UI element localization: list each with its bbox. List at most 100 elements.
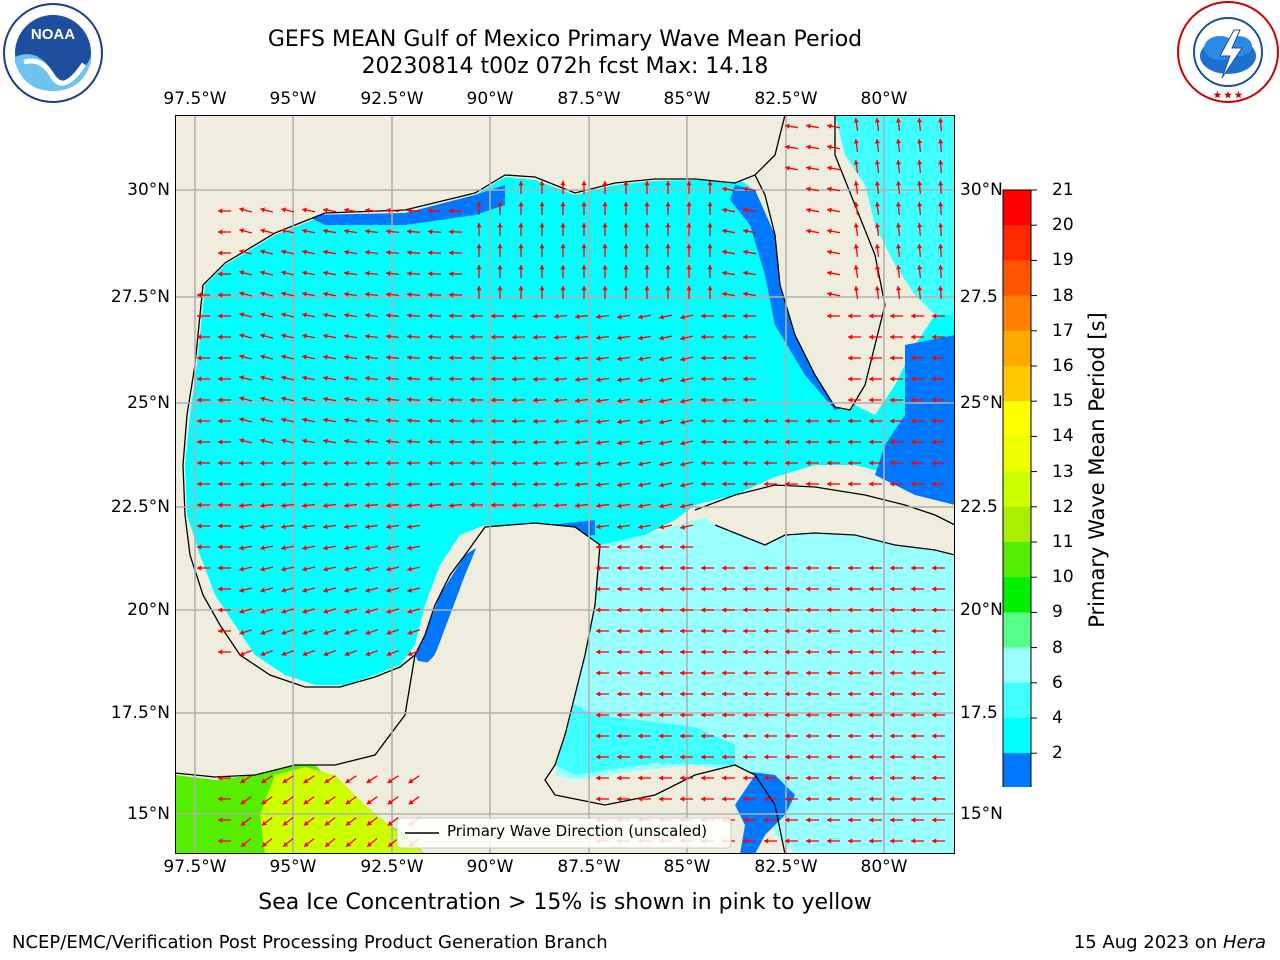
wave-direction-arrow: [259, 524, 274, 530]
wave-direction-arrow: [406, 460, 421, 466]
wave-direction-arrow: [260, 566, 274, 572]
wave-direction-arrow: [916, 264, 923, 279]
wave-direction-arrow: [785, 733, 798, 739]
wave-direction-arrow: [638, 544, 651, 550]
wave-direction-arrow: [218, 250, 231, 256]
wave-direction-arrow: [806, 207, 820, 213]
wave-direction-arrow: [707, 223, 713, 236]
wave-direction-arrow: [427, 313, 442, 319]
wave-direction-arrow: [344, 249, 358, 255]
wave-direction-arrow: [659, 356, 673, 362]
wave-direction-arrow: [617, 586, 630, 592]
wave-direction-arrow: [302, 333, 316, 339]
wave-direction-arrow: [581, 265, 587, 278]
wave-direction-arrow: [874, 159, 881, 174]
wave-direction-arrow: [345, 817, 357, 826]
wave-direction-arrow: [553, 355, 568, 362]
wave-direction-arrow: [280, 481, 295, 487]
wave-direction-arrow: [659, 398, 673, 404]
wave-direction-arrow: [385, 502, 400, 509]
wave-direction-arrow: [869, 565, 882, 571]
colorbar-segment: [1003, 190, 1031, 226]
wave-direction-arrow: [364, 291, 379, 297]
wave-direction-arrow: [785, 712, 798, 718]
wave-direction-arrow: [595, 335, 610, 341]
wave-direction-arrow: [890, 313, 903, 319]
wave-direction-arrow: [722, 291, 736, 297]
wave-direction-arrow: [848, 817, 861, 823]
wave-direction-arrow: [344, 270, 358, 276]
colorbar-segment: [1003, 260, 1031, 297]
wave-direction-arrow: [617, 544, 630, 550]
wave-direction-arrow: [932, 628, 945, 634]
lon-label-bottom: 82.5°W: [754, 857, 818, 877]
wave-direction-arrow: [282, 837, 294, 848]
wave-direction-arrow: [701, 397, 714, 403]
wave-direction-arrow: [895, 285, 902, 300]
lon-label-top: 80°W: [860, 89, 908, 109]
wave-direction-arrow: [469, 313, 484, 319]
colorbar-segment: [1003, 506, 1031, 543]
wave-direction-arrow: [617, 733, 630, 739]
wave-direction-arrow: [722, 586, 735, 592]
wave-direction-arrow: [448, 271, 463, 277]
wave-direction-arrow: [932, 565, 945, 571]
wave-direction-arrow: [574, 481, 589, 488]
wave-direction-arrow: [911, 796, 924, 802]
wave-direction-arrow: [448, 355, 463, 361]
wave-direction-arrow: [617, 649, 630, 655]
pacific-yellow: [260, 767, 425, 854]
wave-direction-arrow: [406, 208, 421, 214]
wave-direction-arrow: [869, 838, 882, 844]
wave-direction-arrow: [602, 202, 608, 215]
wave-direction-arrow: [323, 649, 336, 657]
footer-date: 15 Aug 2023 on Hera: [1074, 932, 1266, 953]
wave-direction-arrow: [218, 397, 231, 403]
wave-direction-arrow: [623, 202, 629, 215]
wave-direction-arrow: [448, 418, 463, 424]
wave-direction-arrow: [806, 670, 819, 676]
wave-direction-arrow: [281, 270, 295, 276]
colorbar-segment: [1003, 366, 1031, 402]
wave-direction-arrow: [932, 418, 945, 424]
wave-direction-arrow: [532, 439, 547, 445]
wave-direction-arrow: [617, 796, 630, 802]
wave-direction-arrow: [365, 545, 379, 551]
wave-direction-arrow: [911, 586, 924, 592]
wave-direction-arrow: [743, 418, 756, 424]
wave-direction-arrow: [518, 181, 524, 194]
wave-direction-arrow: [686, 244, 692, 257]
wave-direction-arrow: [218, 229, 231, 235]
wave-direction-arrow: [932, 754, 945, 760]
wave-direction-arrow: [827, 838, 840, 844]
wave-direction-arrow: [553, 481, 568, 488]
wave-direction-arrow: [701, 334, 714, 340]
wave-direction-arrow: [806, 628, 819, 634]
wave-direction-arrow: [364, 207, 379, 213]
wave-direction-arrow: [281, 417, 295, 423]
wave-direction-arrow: [938, 285, 944, 300]
wave-direction-arrow: [890, 649, 903, 655]
lat-label-right: 22.5: [960, 497, 998, 517]
wave-direction-arrow: [932, 376, 945, 382]
wave-direction-arrow: [239, 438, 253, 444]
wave-direction-arrow: [596, 544, 609, 550]
wave-direction-arrow: [764, 418, 777, 424]
wave-direction-arrow: [344, 354, 358, 360]
wave-direction-arrow: [638, 733, 651, 739]
wave-direction-arrow: [302, 249, 316, 255]
wave-direction-arrow: [848, 586, 861, 592]
wave-direction-arrow: [240, 775, 252, 784]
wave-direction-arrow: [916, 138, 923, 153]
wave-direction-arrow: [602, 223, 608, 236]
wave-direction-arrow: [385, 333, 400, 340]
wave-direction-arrow: [743, 733, 756, 739]
wave-direction-arrow: [407, 608, 421, 614]
wave-direction-arrow: [911, 460, 924, 466]
wave-direction-arrow: [511, 355, 526, 361]
wave-direction-arrow: [785, 838, 798, 844]
wave-direction-arrow: [743, 649, 756, 655]
wave-direction-arrow: [218, 523, 231, 529]
wave-direction-arrow: [680, 754, 693, 760]
wave-direction-arrow: [239, 333, 253, 339]
